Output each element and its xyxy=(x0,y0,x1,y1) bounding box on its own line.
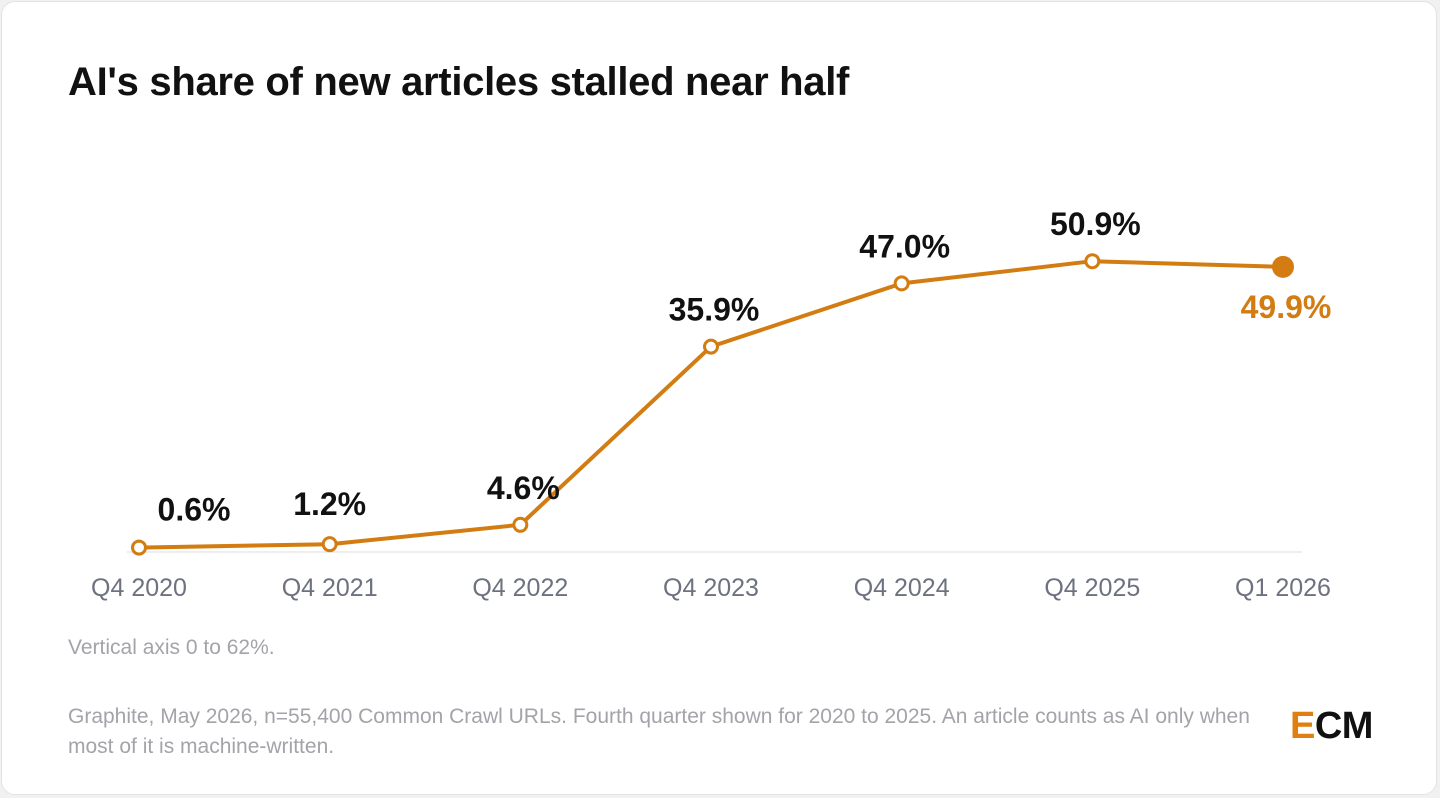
data-labels: 0.6% 1.2% 4.6% 35.9% 47.0% 50.9% 49.9% xyxy=(158,206,1332,527)
data-point xyxy=(321,536,338,553)
axis-note: Vertical axis 0 to 62%. xyxy=(68,636,275,659)
data-label: 4.6% xyxy=(487,470,560,506)
x-tick-label: Q4 2021 xyxy=(282,574,378,602)
data-point xyxy=(512,516,529,533)
data-point xyxy=(1084,253,1101,270)
x-tick-label: Q4 2024 xyxy=(854,574,950,602)
highlight-point xyxy=(1272,255,1294,278)
x-tick-label: Q1 2026 xyxy=(1235,574,1331,602)
logo-accent-letter: E xyxy=(1290,705,1315,747)
line-chart: 0.6% 1.2% 4.6% 35.9% 47.0% 50.9% 49.9% Q4 2020… xyxy=(91,206,1332,602)
data-points xyxy=(131,253,1294,556)
data-label: 47.0% xyxy=(859,228,950,264)
x-tick-labels: Q4 2020 Q4 2021 Q4 2022 Q4 2023 Q4 2024 Q4 20… xyxy=(91,574,1331,602)
x-tick-label: Q4 2020 xyxy=(91,574,187,602)
highlight-data-label: 49.9% xyxy=(1241,289,1332,325)
data-point xyxy=(703,338,719,355)
x-tick-label: Q4 2022 xyxy=(472,574,568,602)
data-label: 0.6% xyxy=(158,492,231,528)
chart-title: AI's share of new articles stalled near … xyxy=(68,60,850,104)
source-note: Graphite, May 2026, n=55,400 Common Craw… xyxy=(68,705,1250,758)
data-label: 35.9% xyxy=(669,292,760,328)
data-label: 1.2% xyxy=(293,486,366,522)
data-point xyxy=(131,539,147,556)
data-label: 50.9% xyxy=(1050,206,1141,242)
x-tick-label: Q4 2023 xyxy=(663,574,759,602)
x-tick-label: Q4 2025 xyxy=(1044,574,1140,602)
data-point xyxy=(893,275,910,292)
logo-rest-letters: CM xyxy=(1314,705,1374,747)
brand-logo: ECM xyxy=(1290,705,1373,748)
